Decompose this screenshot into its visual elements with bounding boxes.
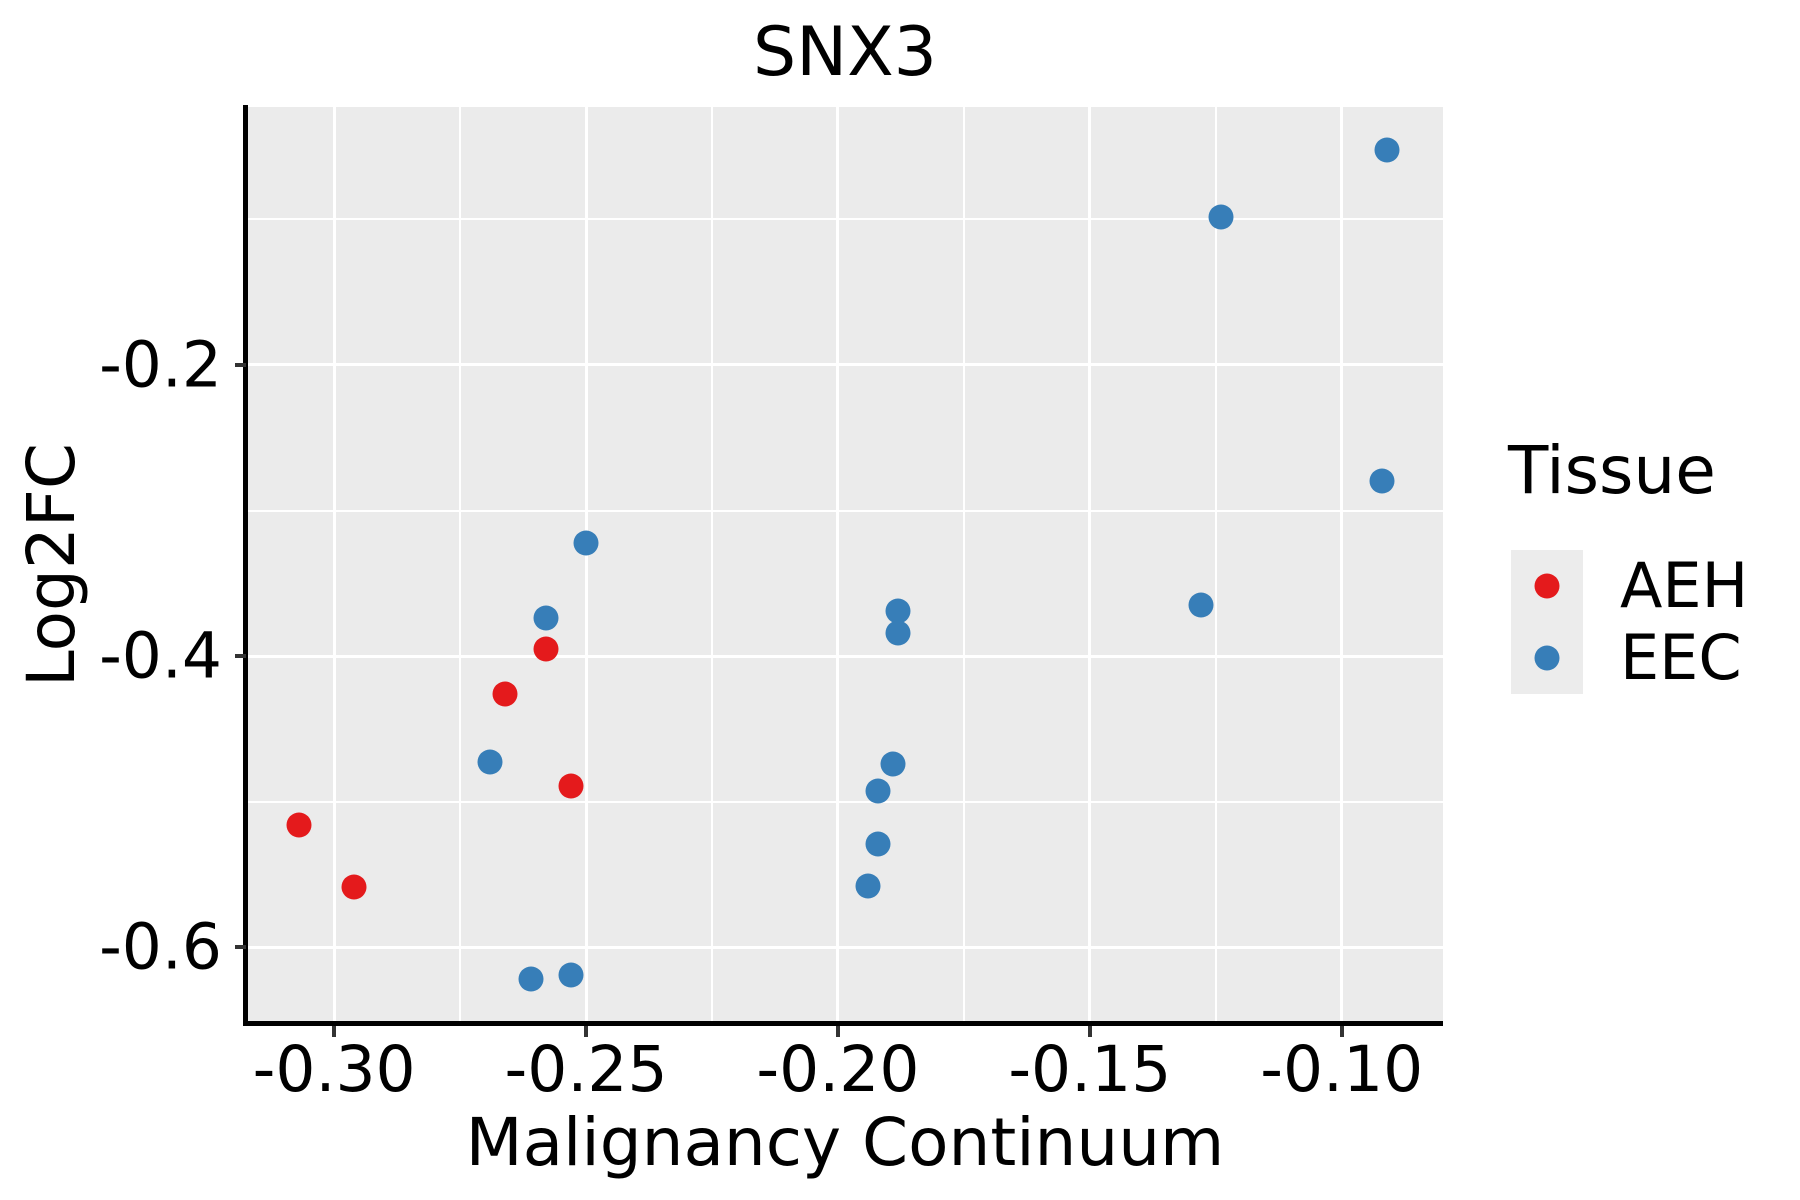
gridline-major-horizontal xyxy=(247,363,1443,367)
legend-keys: AEH EEC xyxy=(1508,550,1768,694)
data-point-aeh xyxy=(341,874,367,900)
data-point-eec xyxy=(573,530,599,556)
data-point-aeh xyxy=(286,812,312,838)
plot-title: SNX3 xyxy=(753,13,937,92)
gridline-minor-horizontal xyxy=(247,218,1443,221)
data-point-eec xyxy=(1208,204,1234,230)
data-point-eec xyxy=(865,778,891,804)
data-point-eec xyxy=(1374,137,1400,163)
plot-panel xyxy=(247,107,1443,1023)
data-point-eec xyxy=(477,749,503,775)
data-point-eec xyxy=(865,831,891,857)
gridline-minor-horizontal xyxy=(247,800,1443,803)
x-axis-tick xyxy=(1339,1026,1344,1037)
x-axis-tick xyxy=(332,1026,337,1037)
x-axis-tick xyxy=(584,1026,589,1037)
legend: Tissue AEH EEC xyxy=(1508,438,1768,694)
y-axis-tick xyxy=(235,654,246,659)
x-tick-label: -0.10 xyxy=(1260,1033,1424,1106)
x-tick-label: -0.25 xyxy=(504,1033,668,1106)
x-tick-label: -0.30 xyxy=(252,1033,416,1106)
y-axis-tick xyxy=(235,945,246,950)
data-point-eec xyxy=(885,620,911,646)
gridline-major-horizontal xyxy=(247,654,1443,658)
legend-dot-icon xyxy=(1534,645,1560,671)
gridline-major-horizontal xyxy=(247,945,1443,949)
gridline-minor-horizontal xyxy=(247,509,1443,512)
gridline-minor-vertical xyxy=(962,107,965,1023)
data-point-eec xyxy=(1369,468,1395,494)
data-point-eec xyxy=(855,873,881,899)
data-point-eec xyxy=(880,751,906,777)
legend-entry-label: EEC xyxy=(1620,621,1742,694)
x-axis-line xyxy=(243,1021,1443,1026)
data-point-eec xyxy=(1188,592,1214,618)
gridline-major-vertical xyxy=(584,107,588,1023)
y-axis-title: Log2FC xyxy=(13,443,90,687)
legend-key-box xyxy=(1511,550,1583,622)
data-point-aeh xyxy=(533,636,559,662)
legend-key-box xyxy=(1511,622,1583,694)
y-tick-label: -0.2 xyxy=(99,328,222,402)
legend-entry-label: AEH xyxy=(1620,549,1749,622)
data-point-eec xyxy=(885,598,911,624)
gridline-major-vertical xyxy=(1340,107,1344,1023)
data-point-eec xyxy=(533,605,559,631)
x-axis-tick xyxy=(1087,1026,1092,1037)
y-axis-tick xyxy=(235,362,246,367)
gridline-minor-vertical xyxy=(459,107,462,1023)
data-point-aeh xyxy=(558,773,584,799)
data-point-aeh xyxy=(492,681,518,707)
y-tick-label: -0.6 xyxy=(99,910,222,984)
legend-title: Tissue xyxy=(1508,432,1716,509)
gridline-major-vertical xyxy=(836,107,840,1023)
gridline-major-vertical xyxy=(1088,107,1092,1023)
y-tick-label: -0.4 xyxy=(99,619,222,693)
gridline-minor-vertical xyxy=(1214,107,1217,1023)
y-axis-line xyxy=(243,105,248,1026)
gridline-minor-vertical xyxy=(710,107,713,1023)
x-axis-tick xyxy=(835,1026,840,1037)
gridline-major-vertical xyxy=(332,107,336,1023)
data-point-eec xyxy=(558,962,584,988)
x-tick-label: -0.15 xyxy=(1008,1033,1172,1106)
legend-dot-icon xyxy=(1534,573,1560,599)
x-tick-label: -0.20 xyxy=(756,1033,920,1106)
x-axis-title: Malignancy Continuum xyxy=(465,1104,1225,1181)
legend-entry-aeh: AEH xyxy=(1508,550,1768,622)
data-point-eec xyxy=(518,966,544,992)
legend-entry-eec: EEC xyxy=(1508,622,1768,694)
